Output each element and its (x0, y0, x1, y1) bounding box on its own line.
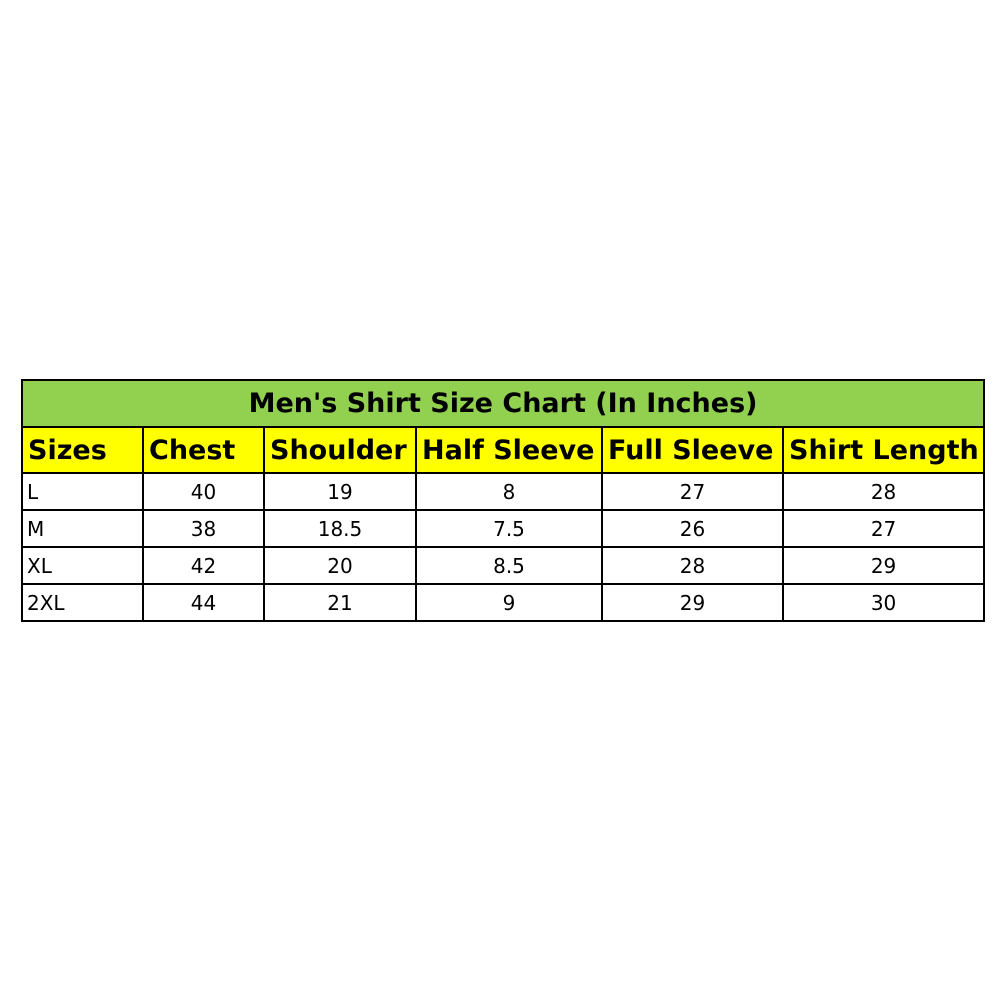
table-row: XL 42 20 8.5 28 29 (21, 546, 986, 585)
size-cell: 2XL (21, 583, 144, 622)
column-header: Sizes (21, 426, 144, 474)
value-cell: 27 (601, 472, 784, 511)
value-cell: 28 (601, 546, 784, 585)
value-cell: 7.5 (415, 509, 603, 548)
table-title: Men's Shirt Size Chart (In Inches) (20, 379, 986, 428)
value-cell: 44 (142, 583, 265, 622)
value-cell: 20 (263, 546, 417, 585)
size-cell: XL (21, 546, 144, 585)
value-cell: 9 (415, 583, 603, 622)
value-cell: 8 (415, 472, 603, 511)
column-header: Chest (142, 426, 265, 474)
value-cell: 30 (781, 583, 986, 622)
value-cell: 42 (142, 546, 265, 585)
value-cell: 21 (263, 583, 417, 622)
table-row: L 40 19 8 27 28 (21, 472, 986, 511)
column-header: Full Sleeve (601, 426, 784, 474)
value-cell: 26 (601, 509, 784, 548)
value-cell: 28 (781, 472, 986, 511)
table-row: 2XL 44 21 9 29 30 (21, 583, 986, 622)
value-cell: 18.5 (263, 509, 417, 548)
column-header: Shirt Length (781, 426, 986, 474)
value-cell: 29 (601, 583, 784, 622)
size-cell: L (21, 472, 144, 511)
size-chart-table: Men's Shirt Size Chart (In Inches) Sizes… (20, 379, 986, 622)
column-header: Half Sleeve (415, 426, 603, 474)
value-cell: 38 (142, 509, 265, 548)
value-cell: 19 (263, 472, 417, 511)
value-cell: 8.5 (415, 546, 603, 585)
size-cell: M (21, 509, 144, 548)
column-header: Shoulder (263, 426, 417, 474)
table-row: M 38 18.5 7.5 26 27 (21, 509, 986, 548)
value-cell: 27 (781, 509, 986, 548)
value-cell: 29 (781, 546, 986, 585)
value-cell: 40 (142, 472, 265, 511)
header-row: Sizes Chest Shoulder Half Sleeve Full Sl… (21, 426, 986, 474)
